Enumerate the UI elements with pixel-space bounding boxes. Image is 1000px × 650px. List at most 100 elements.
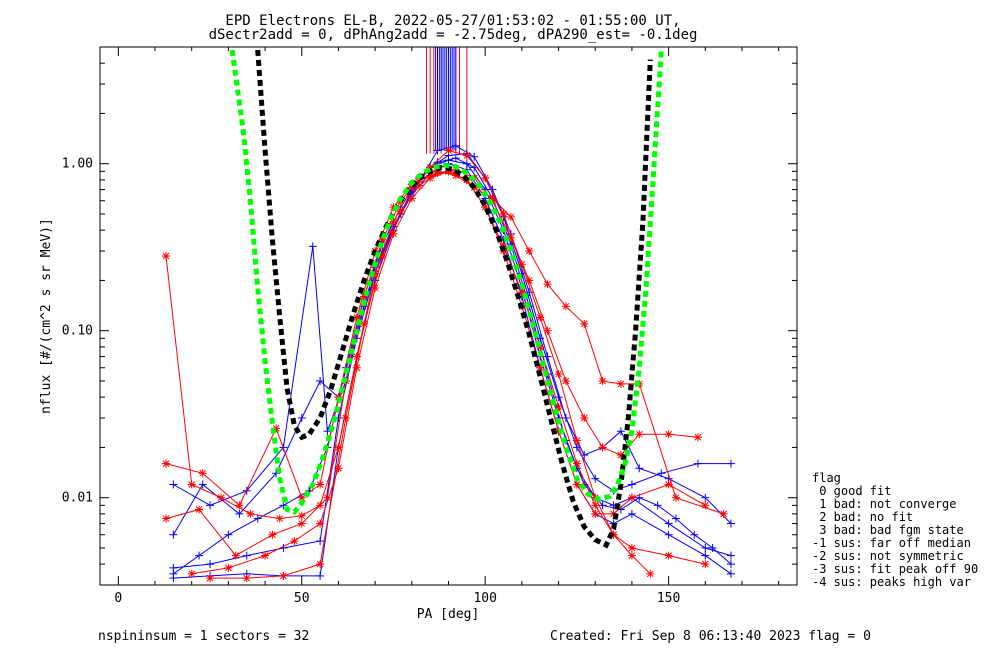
series-point — [308, 242, 317, 251]
legend-item: -1 sus: far off median — [812, 536, 971, 550]
series-line — [173, 157, 732, 575]
series-point — [462, 151, 471, 160]
series-point — [206, 574, 215, 583]
series-point — [224, 530, 233, 539]
series-point — [206, 501, 215, 510]
series-point — [198, 469, 207, 478]
footer-right: Created: Fri Sep 8 06:13:40 2023 flag = … — [550, 629, 871, 644]
series-point — [664, 551, 673, 560]
series-point — [451, 154, 460, 163]
series-line — [173, 163, 732, 575]
series-point — [231, 551, 240, 560]
series-point — [726, 560, 735, 569]
series-point — [635, 430, 644, 439]
fit-curve — [255, 49, 653, 549]
legend-item: -3 sus: fit peak off 90 — [812, 562, 978, 576]
series-point — [627, 543, 636, 552]
series-point — [701, 493, 710, 502]
series-point — [297, 511, 306, 520]
series-point — [543, 352, 552, 361]
fit-curve — [229, 49, 664, 516]
series-point — [415, 181, 424, 190]
series-point — [444, 156, 453, 165]
series-point — [693, 433, 702, 442]
series-point — [275, 514, 284, 523]
y-tick-label: 1.00 — [62, 157, 93, 172]
series-point — [664, 530, 673, 539]
series-point — [543, 280, 552, 289]
y-axis-label: nflux [#/(cm^2 s sr MeV)] — [39, 218, 54, 414]
series-point — [224, 563, 233, 572]
series-point — [572, 459, 581, 468]
y-tick-label: 0.10 — [62, 324, 93, 339]
series-point — [726, 519, 735, 528]
series-line — [172, 153, 731, 535]
series-point — [169, 563, 178, 572]
series-point — [627, 551, 636, 560]
series-point — [525, 276, 534, 285]
series-point — [169, 530, 178, 539]
series-point — [162, 514, 171, 523]
series-point — [627, 480, 636, 489]
series-point — [396, 207, 405, 216]
series-point — [162, 252, 171, 261]
series-point — [701, 551, 710, 560]
series-point — [261, 551, 270, 560]
series-point — [323, 493, 332, 502]
series-point — [206, 560, 215, 569]
series-point — [444, 146, 453, 155]
series-point — [352, 334, 361, 343]
y-tick-label: 0.01 — [62, 491, 93, 506]
series-point — [169, 574, 178, 583]
series-point — [242, 551, 251, 560]
legend-item: -4 sus: peaks high var — [812, 575, 971, 589]
series-line — [173, 145, 732, 524]
series-point — [646, 569, 655, 578]
series-point — [316, 537, 325, 546]
series-point — [664, 519, 673, 528]
series-point — [554, 370, 563, 379]
series-point — [462, 159, 471, 168]
series-point — [235, 509, 244, 518]
series-point — [580, 319, 589, 328]
x-tick-label: 150 — [657, 591, 680, 606]
series-point — [253, 514, 262, 523]
series-point — [481, 174, 490, 183]
x-tick-label: 100 — [473, 591, 496, 606]
legend-item: 3 bad: bad fgm state — [812, 523, 964, 537]
series-point — [543, 326, 552, 335]
series-point — [671, 514, 680, 523]
series-point — [719, 509, 728, 518]
series-point — [316, 560, 325, 569]
series-point — [701, 560, 710, 569]
legend-item: -2 sus: not symmetric — [812, 549, 964, 563]
x-axis-label: PA [deg] — [417, 607, 480, 622]
series-point — [268, 530, 277, 539]
x-tick-label: 0 — [114, 591, 122, 606]
series-point — [316, 376, 325, 385]
series-point — [635, 464, 644, 473]
series-point — [297, 414, 306, 423]
series-point — [701, 543, 710, 552]
series-point — [316, 571, 325, 580]
data-series-group — [162, 47, 735, 583]
chart-title-line1: EPD Electrons EL-B, 2022-05-27/01:53:02 … — [225, 13, 680, 29]
chart-title-line2: dSectr2add = 0, dPhAng2add = -2.75deg, d… — [209, 27, 698, 43]
series-point — [246, 509, 255, 518]
footer-left: nspininsum = 1 sectors = 32 — [98, 629, 309, 644]
series-point — [627, 509, 636, 518]
series-point — [470, 152, 479, 161]
series-point — [334, 464, 343, 473]
series-point — [572, 436, 581, 445]
series-point — [598, 501, 607, 510]
series-point — [195, 551, 204, 560]
series-point — [627, 493, 636, 502]
series-point — [726, 459, 735, 468]
series-point — [693, 459, 702, 468]
legend-item: 1 bad: not converge — [812, 497, 957, 511]
series-point — [187, 569, 196, 578]
series-point — [187, 480, 196, 489]
series-point — [217, 493, 226, 502]
legend: flag 0 good fit 1 bad: not converge 2 ba… — [812, 471, 978, 589]
